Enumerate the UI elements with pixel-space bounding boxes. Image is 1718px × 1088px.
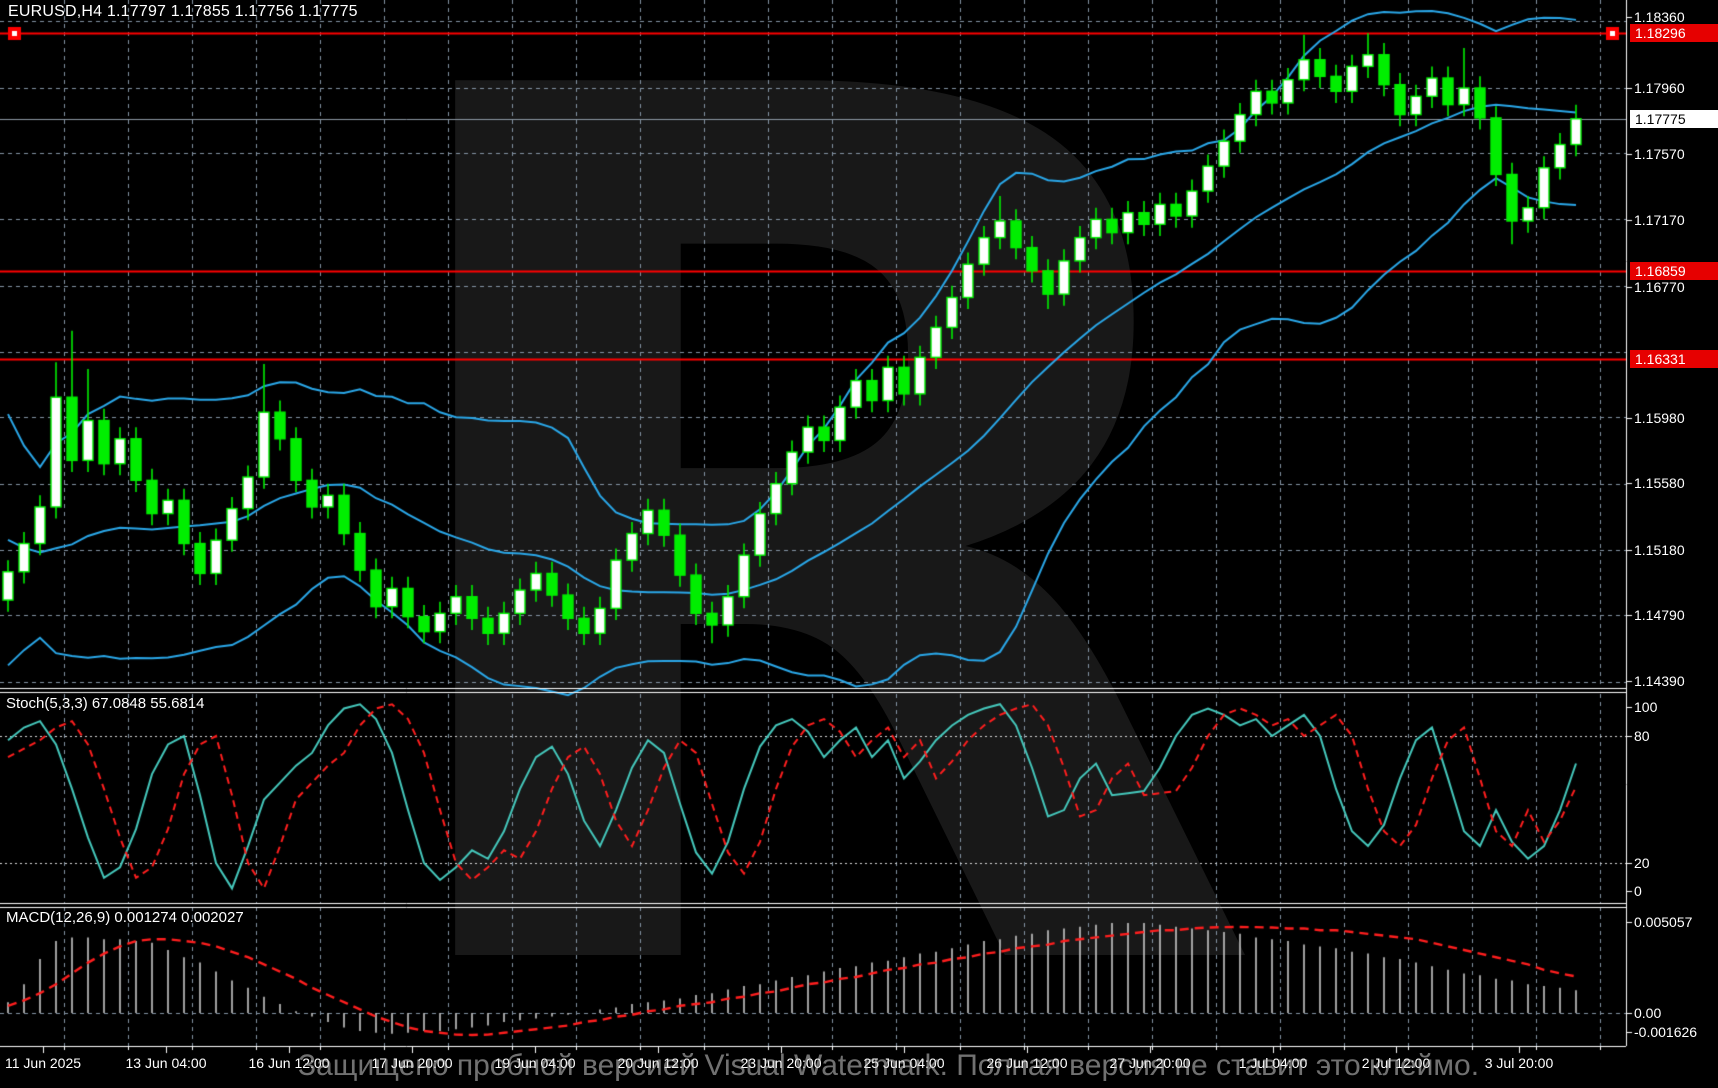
price-axis-label: 1.15580 [1634,475,1685,491]
macd-scale-label: -0.001626 [1634,1024,1698,1040]
price-axis-label: 1.16770 [1634,279,1685,295]
time-axis-label: 17 Jun 20:00 [371,1055,453,1071]
price-axis-label: 1.18360 [1634,9,1685,25]
stoch-scale-label: 80 [1634,728,1650,744]
time-axis-label: 20 Jun 12:00 [617,1055,699,1071]
support-level-badge-1: 1.16859 [1630,262,1718,280]
price-axis-label: 1.17570 [1634,146,1685,162]
time-axis-label: 16 Jun 12:00 [248,1055,330,1071]
time-axis-label: 23 Jun 20:00 [740,1055,822,1071]
time-axis-label: 3 Jul 20:00 [1484,1055,1554,1071]
resistance-level-badge: 1.18296 [1630,24,1718,42]
time-axis-label: 25 Jun 04:00 [863,1055,945,1071]
time-axis-label: 1 Jul 04:00 [1238,1055,1308,1071]
time-axis-label: 27 Jun 20:00 [1109,1055,1191,1071]
time-axis-label: 11 Jun 2025 [4,1055,82,1071]
stoch-scale-label: 20 [1634,855,1650,871]
time-axis-label: 2 Jul 12:00 [1361,1055,1431,1071]
support-level-badge-2: 1.16331 [1630,350,1718,368]
stoch-scale-label: 0 [1634,883,1642,899]
price-axis-label: 1.14790 [1634,607,1685,623]
current-price-badge: 1.17775 [1630,110,1718,128]
macd-scale-label: 0.00 [1634,1005,1662,1021]
price-axis-label: 1.15980 [1634,410,1685,426]
price-axis-label: 1.17170 [1634,212,1685,228]
stochastic-indicator-label: Stoch(5,3,3) 67.0848 55.6814 [6,695,205,712]
chart-title-ohlc: EURUSD,H4 1.17797 1.17855 1.17756 1.1777… [8,3,358,20]
macd-scale-label: 0.005057 [1634,914,1693,930]
price-axis-label: 1.17960 [1634,80,1685,96]
price-axis-label: 1.14390 [1634,673,1685,689]
price-axis-label: 1.15180 [1634,542,1685,558]
stoch-scale-label: 100 [1634,699,1658,715]
time-axis-label: 19 Jun 04:00 [494,1055,576,1071]
time-axis-label: 26 Jun 12:00 [986,1055,1068,1071]
macd-indicator-label: MACD(12,26,9) 0.001274 0.002027 [6,909,244,926]
time-axis-label: 13 Jun 04:00 [125,1055,207,1071]
